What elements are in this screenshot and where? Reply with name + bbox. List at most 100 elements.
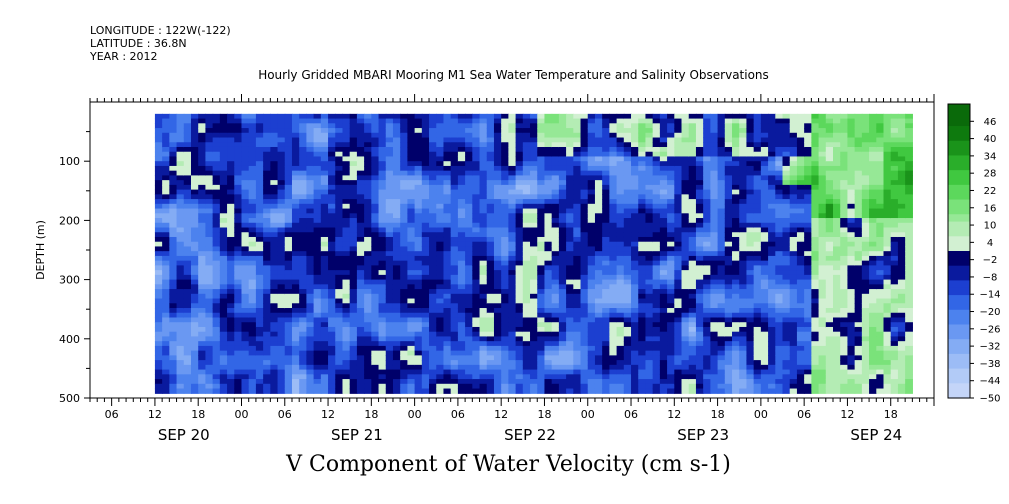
heatmap-cell — [551, 374, 560, 380]
heatmap-cell — [328, 151, 336, 158]
heatmap-cell — [609, 232, 618, 238]
heatmap-cell — [508, 298, 517, 304]
heatmap-cell — [190, 218, 199, 224]
heatmap-cell — [234, 222, 243, 229]
heatmap-cell — [385, 341, 394, 347]
heatmap-cell — [486, 208, 495, 214]
heatmap-cell — [270, 156, 279, 162]
heatmap-cell — [248, 137, 257, 143]
heatmap-cell — [219, 341, 228, 347]
heatmap-cell — [717, 208, 726, 214]
heatmap-cell — [472, 184, 481, 191]
heatmap-cell — [270, 383, 279, 390]
heatmap-cell — [530, 255, 538, 262]
heatmap-cell — [667, 180, 675, 186]
heatmap-cell — [429, 170, 437, 177]
heatmap-cell — [566, 298, 574, 304]
heatmap-cell — [681, 312, 690, 319]
heatmap-cell — [623, 232, 632, 238]
heatmap-cell — [609, 379, 618, 385]
heatmap-cell — [659, 208, 668, 214]
heatmap-cell — [695, 379, 704, 385]
heatmap-cell — [544, 260, 553, 266]
heatmap-cell — [659, 331, 668, 338]
heatmap-cell — [501, 156, 509, 162]
heatmap-cell — [400, 142, 408, 148]
heatmap-cell — [190, 326, 199, 333]
heatmap-cell — [623, 336, 632, 342]
heatmap-cell — [638, 312, 647, 319]
heatmap-cell — [429, 383, 437, 390]
heatmap-cell — [717, 251, 726, 257]
heatmap-cell — [594, 156, 603, 162]
heatmap-cell — [638, 165, 647, 172]
heatmap-cell — [724, 246, 733, 252]
heatmap-cell — [291, 308, 300, 314]
heatmap-cell — [162, 222, 170, 229]
heatmap-cell — [537, 331, 546, 338]
heatmap-cell — [616, 364, 625, 371]
heatmap-cell — [566, 345, 574, 352]
heatmap-cell — [450, 170, 459, 177]
heatmap-cell — [465, 118, 473, 124]
heatmap-cell — [594, 369, 603, 375]
heatmap-cell — [753, 161, 762, 167]
heatmap-cell — [169, 132, 178, 139]
heatmap-cell — [659, 369, 668, 375]
heatmap-cell — [198, 161, 207, 167]
heatmap-cell — [674, 388, 683, 394]
heatmap-cell — [746, 151, 755, 158]
heatmap-cell — [277, 345, 286, 352]
heatmap-cell — [609, 293, 618, 300]
heatmap-cell — [739, 118, 748, 124]
heatmap-cell — [436, 236, 445, 243]
heatmap-cell — [522, 165, 531, 172]
heatmap-cell — [602, 350, 610, 356]
heatmap-cell — [486, 374, 495, 380]
heatmap-cell — [472, 336, 481, 342]
heatmap-cell — [566, 189, 574, 195]
heatmap-cell — [342, 161, 351, 167]
heatmap-cell — [176, 360, 185, 366]
heatmap-cell — [270, 255, 279, 262]
heatmap-cell — [609, 151, 618, 158]
heatmap-cell — [227, 293, 235, 300]
heatmap-cell — [299, 255, 308, 262]
heatmap-cell — [558, 331, 567, 338]
heatmap-cell — [652, 151, 661, 158]
heatmap-cell — [190, 175, 199, 181]
heatmap-cell — [573, 180, 582, 186]
heatmap-cell — [356, 274, 365, 281]
heatmap-cell — [284, 379, 293, 385]
heatmap-cell — [623, 208, 632, 214]
heatmap-cell — [537, 270, 546, 276]
heatmap-cell — [753, 118, 762, 124]
heatmap-cell — [695, 184, 704, 191]
heatmap-cell — [457, 208, 466, 214]
heatmap-cell — [342, 170, 351, 177]
heatmap-cell — [212, 184, 221, 191]
heatmap-cell — [746, 274, 755, 281]
heatmap-cell — [371, 161, 380, 167]
heatmap-cell — [688, 350, 697, 356]
heatmap-cell — [652, 383, 661, 390]
heatmap-cell — [349, 175, 358, 181]
heatmap-cell — [486, 303, 495, 309]
heatmap-cell — [255, 260, 264, 266]
heatmap-cell — [284, 279, 293, 285]
heatmap-cell — [537, 165, 546, 172]
heatmap-cell — [176, 374, 185, 380]
heatmap-cell — [443, 289, 452, 295]
heatmap-cell — [248, 331, 257, 338]
heatmap-cell — [450, 255, 459, 262]
heatmap-cell — [710, 137, 719, 143]
heatmap-cell — [594, 246, 603, 252]
heatmap-cell — [544, 303, 553, 309]
heatmap-cell — [472, 161, 481, 167]
heatmap-cell — [681, 270, 690, 276]
heatmap-cell — [508, 227, 517, 233]
heatmap-cell — [573, 232, 582, 238]
heatmap-cell — [234, 260, 243, 266]
heatmap-cell — [364, 241, 372, 248]
heatmap-cell — [356, 146, 365, 153]
